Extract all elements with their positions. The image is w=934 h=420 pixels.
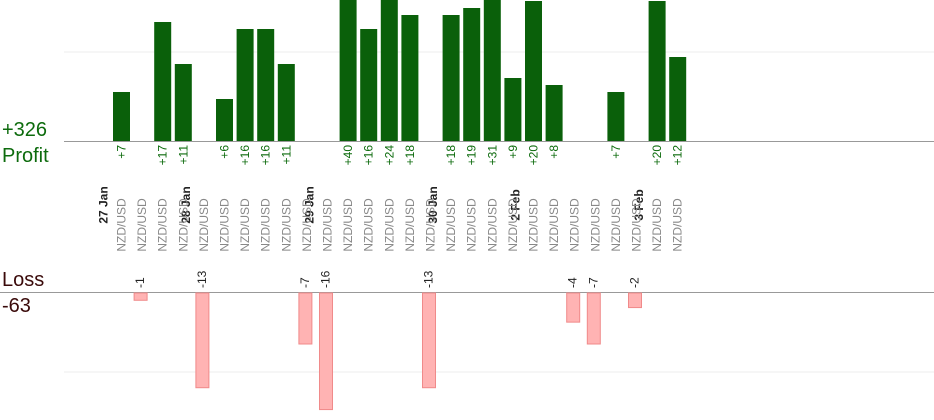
profit-bar	[504, 78, 522, 141]
loss-bar	[319, 292, 333, 411]
pair-label: NZD/USD	[485, 198, 499, 252]
pair-label: NZD/USD	[568, 198, 582, 252]
pair-label: NZD/USD	[382, 198, 396, 252]
pair-label: NZD/USD	[176, 198, 190, 252]
loss-value-label: -7	[586, 277, 600, 288]
loss-bar	[195, 292, 210, 389]
loss-label: Loss	[2, 269, 45, 291]
profit-value-label: +7	[609, 145, 623, 159]
pair-label: NZD/USD	[341, 198, 355, 252]
loss-bar	[422, 292, 436, 389]
date-label: 28 Jan	[179, 186, 193, 223]
profit-value-label: +16	[362, 145, 376, 166]
pair-label: NZD/USD	[671, 198, 685, 252]
pair-label: NZD/USD	[135, 198, 149, 252]
profit-value-label: +16	[238, 145, 252, 166]
profit-value-label: +12	[671, 145, 685, 166]
date-label: 2 Feb	[509, 189, 523, 220]
pair-label: NZD/USD	[300, 198, 314, 252]
profit-value-label: +16	[259, 145, 273, 166]
date-label: 27 Jan	[97, 186, 111, 223]
loss-bar	[298, 292, 313, 345]
pair-label: NZD/USD	[218, 198, 232, 252]
loss-value-label: -1	[133, 277, 147, 288]
profit-value-label: +17	[156, 145, 170, 166]
profit-value-label: +18	[403, 145, 417, 166]
date-label: 30 Jan	[426, 186, 440, 223]
profit-bar	[360, 29, 378, 141]
loss-total: -63	[2, 295, 31, 317]
profit-bar	[174, 64, 192, 141]
pair-label: NZD/USD	[156, 198, 170, 252]
pair-label: NZD/USD	[506, 198, 520, 252]
profit-bar	[607, 92, 625, 141]
loss-value-label: -4	[566, 277, 580, 288]
axes	[0, 141, 934, 293]
pair-label: NZD/USD	[630, 198, 644, 252]
profit-value-label: +7	[115, 145, 129, 159]
profit-bar	[525, 1, 542, 141]
profit-total: +326	[2, 119, 48, 141]
profit-value-label: +11	[176, 145, 190, 165]
profit-value-label: +8	[547, 145, 561, 159]
profit-bar	[380, 0, 398, 141]
profit-bar	[442, 15, 460, 141]
pair-label: NZD/USD	[588, 198, 602, 252]
loss-bar	[628, 292, 642, 309]
loss-bar	[133, 292, 148, 301]
profit-value-label: +20	[650, 145, 664, 166]
profit-bar	[401, 15, 419, 141]
pair-label: NZD/USD	[238, 198, 252, 252]
profit-bar	[154, 22, 172, 141]
pair-label: NZD/USD	[424, 198, 438, 252]
profit-bar	[236, 29, 254, 141]
profit-value-label: +18	[444, 145, 458, 166]
pair-label: NZD/USD	[403, 198, 417, 252]
profit-value-label: +20	[527, 145, 541, 166]
profit-bar	[545, 85, 563, 141]
profit-value-label: +11	[279, 145, 293, 165]
profit-value-label: +6	[218, 145, 232, 159]
profit-bar	[339, 0, 357, 141]
date-label: 29 Jan	[303, 186, 317, 223]
profit-value-label: +40	[341, 145, 355, 166]
profit-label: Profit	[2, 145, 49, 167]
profit-bar	[463, 8, 481, 141]
profit-bar	[277, 64, 295, 141]
pair-label: NZD/USD	[465, 198, 479, 252]
profit-bar	[216, 99, 233, 141]
pair-label: NZD/USD	[115, 198, 129, 252]
profit-bar	[648, 1, 666, 141]
pair-label: NZD/USD	[279, 198, 293, 252]
pair-label: NZD/USD	[444, 198, 458, 252]
loss-bar	[586, 292, 601, 345]
loss-value-label: -7	[298, 277, 312, 288]
bars	[113, 0, 687, 411]
pair-label: NZD/USD	[609, 198, 623, 252]
pair-label: NZD/USD	[362, 198, 376, 252]
loss-value-label: -2	[628, 277, 642, 288]
loss-value-label: -13	[195, 270, 209, 288]
profit-value-label: +9	[506, 145, 520, 159]
profit-bar	[257, 29, 275, 141]
profit-value-label: +19	[465, 145, 479, 166]
pair-label: NZD/USD	[547, 198, 561, 252]
value-labels: +7 -1 +17 +11 -13 +6 +16 +16 +11 -7 -16 +40 +16 +24 +1…	[115, 145, 685, 288]
profit-value-label: +31	[485, 145, 499, 166]
loss-value-label: -13	[422, 270, 436, 288]
profit-bar	[669, 57, 687, 141]
profit-bar	[113, 92, 130, 141]
pair-label: NZD/USD	[650, 198, 664, 252]
loss-value-label: -16	[319, 270, 333, 288]
date-label: 3 Feb	[632, 189, 646, 220]
x-axis-labels: 27 Jan 28 Jan 29 Jan 30 Jan 2 Feb 3 FebNZD/US…	[97, 186, 685, 251]
pair-label: NZD/USD	[527, 198, 541, 252]
profit-value-label: +24	[382, 145, 396, 166]
profit-bar	[483, 0, 501, 141]
pair-label: NZD/USD	[259, 198, 273, 252]
loss-bar	[566, 292, 581, 323]
pair-label: NZD/USD	[321, 198, 335, 252]
pair-label: NZD/USD	[197, 198, 211, 252]
